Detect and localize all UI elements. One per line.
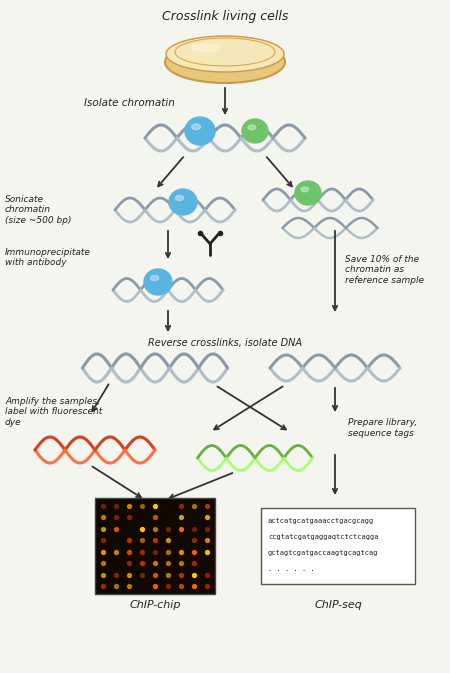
- Text: Amplify the samples,
label with fluorescent
dye: Amplify the samples, label with fluoresc…: [5, 397, 102, 427]
- Text: Immunoprecipitate
with antibody: Immunoprecipitate with antibody: [5, 248, 91, 267]
- Ellipse shape: [144, 269, 172, 295]
- Ellipse shape: [176, 195, 184, 201]
- Ellipse shape: [192, 124, 201, 130]
- Ellipse shape: [185, 117, 215, 145]
- FancyBboxPatch shape: [261, 508, 415, 584]
- Text: ChIP-seq: ChIP-seq: [314, 600, 362, 610]
- Ellipse shape: [301, 187, 309, 192]
- Ellipse shape: [150, 275, 159, 281]
- Ellipse shape: [166, 36, 284, 72]
- Ellipse shape: [248, 125, 256, 130]
- Text: Save 10% of the
chromatin as
reference sample: Save 10% of the chromatin as reference s…: [345, 255, 424, 285]
- Ellipse shape: [165, 41, 285, 83]
- Ellipse shape: [242, 119, 268, 143]
- Ellipse shape: [169, 189, 197, 215]
- Text: gctagtcgatgaccaagtgcagtcag: gctagtcgatgaccaagtgcagtcag: [268, 550, 378, 556]
- Ellipse shape: [295, 181, 321, 205]
- Text: Reverse crosslinks, isolate DNA: Reverse crosslinks, isolate DNA: [148, 338, 302, 348]
- Text: . . . . . .: . . . . . .: [268, 566, 315, 572]
- Text: ChIP-chip: ChIP-chip: [129, 600, 181, 610]
- Text: Prepare library,
sequence tags: Prepare library, sequence tags: [348, 419, 417, 437]
- Text: Isolate chromatin: Isolate chromatin: [84, 98, 175, 108]
- Text: Sonicate
chromatin
(size ~500 bp): Sonicate chromatin (size ~500 bp): [5, 195, 72, 225]
- Text: actcatgcatgaaacctgacgcagg: actcatgcatgaaacctgacgcagg: [268, 518, 374, 524]
- Ellipse shape: [190, 44, 220, 52]
- Text: ccgtatcgatgaggaqtctctcagga: ccgtatcgatgaggaqtctctcagga: [268, 534, 378, 540]
- Text: Crosslink living cells: Crosslink living cells: [162, 10, 288, 23]
- FancyBboxPatch shape: [95, 498, 215, 594]
